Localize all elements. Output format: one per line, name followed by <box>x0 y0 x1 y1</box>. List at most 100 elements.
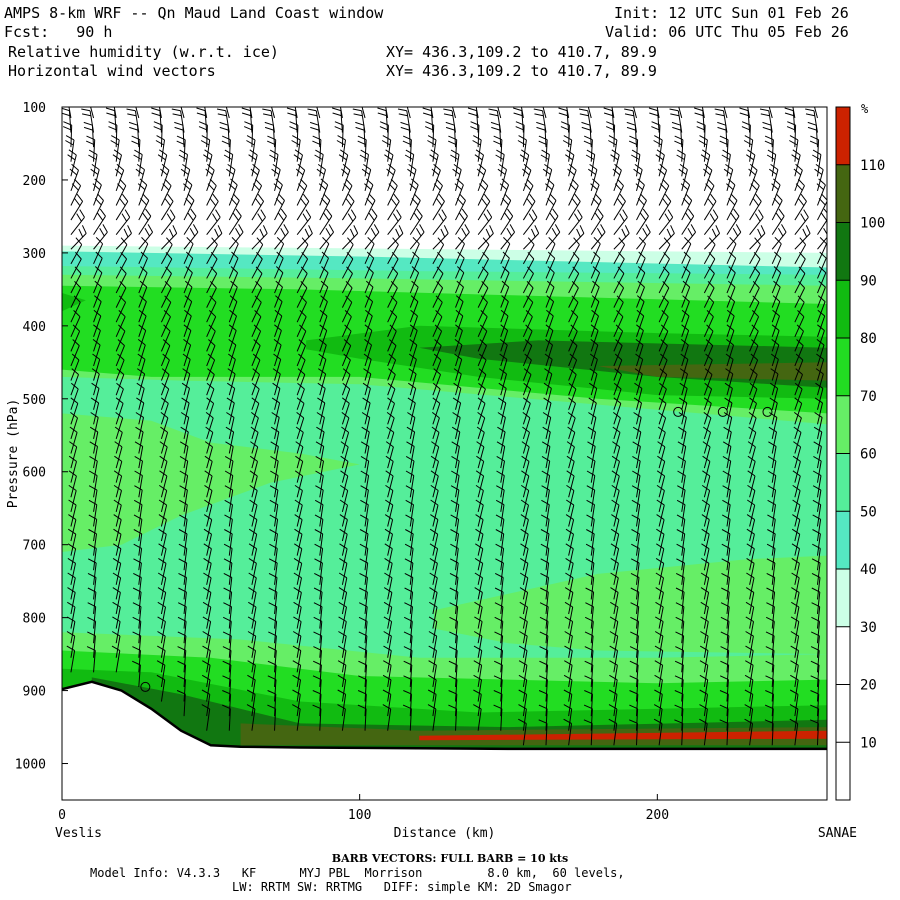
wind-barb <box>87 587 97 615</box>
wind-barb <box>770 368 779 396</box>
colorbar-label: 70 <box>860 389 877 405</box>
wind-barb <box>636 266 646 294</box>
wind-barb <box>658 382 667 410</box>
wind-barb <box>136 397 145 425</box>
wind-barb <box>228 295 238 323</box>
wind-barb <box>494 646 503 673</box>
wind-barb <box>364 193 376 221</box>
wind-barb <box>749 209 764 235</box>
wind-barb <box>632 470 641 498</box>
wind-barb <box>112 587 121 615</box>
wind-barb <box>274 208 287 235</box>
wind-barb <box>794 382 803 410</box>
wind-barb <box>114 441 123 469</box>
wind-barb <box>361 426 370 454</box>
wind-barb <box>657 426 666 454</box>
wind-barb <box>635 353 644 381</box>
wind-barb <box>132 631 142 658</box>
wind-barb <box>430 499 439 527</box>
wind-barb <box>568 368 577 396</box>
wind-barb <box>522 193 536 221</box>
wind-barb <box>519 616 528 644</box>
wind-barb <box>473 704 482 731</box>
wind-barb <box>134 455 143 483</box>
wind-barb <box>726 193 738 221</box>
wind-barb <box>540 529 550 556</box>
wind-barb <box>678 426 687 454</box>
wind-barb <box>611 499 620 527</box>
wind-barb <box>538 675 548 702</box>
wind-barb <box>496 485 505 512</box>
wind-barb <box>430 484 439 512</box>
wind-barb <box>247 660 256 688</box>
wind-barb <box>87 602 97 629</box>
wind-barb <box>566 484 575 512</box>
wind-barb <box>88 485 98 512</box>
wind-barb <box>793 441 802 469</box>
wind-barb <box>267 704 277 731</box>
wind-barb <box>791 528 801 556</box>
wind-barb <box>726 280 736 308</box>
wind-barb <box>657 163 668 192</box>
wind-barb <box>496 470 505 498</box>
wind-barb <box>405 514 414 542</box>
wind-barb <box>771 324 780 352</box>
wind-barb <box>449 587 459 615</box>
wind-barb <box>249 470 258 498</box>
x-tick-label: 100 <box>348 808 371 823</box>
wind-barb <box>794 209 809 235</box>
wind-barb <box>636 324 644 352</box>
wind-barb <box>490 121 502 148</box>
wind-barb <box>341 163 351 192</box>
wind-barb <box>405 470 415 498</box>
wind-barb <box>340 455 349 483</box>
wind-barb <box>341 353 351 381</box>
wind-barb <box>542 426 551 454</box>
wind-barb <box>312 704 322 731</box>
plot-frame <box>61 106 828 801</box>
wind-barb <box>584 616 594 644</box>
colorbar-label: 10 <box>860 735 877 751</box>
wind-barb <box>725 368 734 396</box>
wind-barb <box>610 543 620 571</box>
wind-barb <box>248 601 257 629</box>
wind-barb <box>157 616 166 644</box>
wind-barb <box>584 675 594 702</box>
wind-barb <box>269 529 278 556</box>
wind-barb <box>250 412 259 440</box>
wind-barb <box>313 646 322 673</box>
wind-barb <box>160 368 170 396</box>
wind-barb <box>224 514 233 542</box>
field-label-rh: Relative humidity (w.r.t. ice) <box>8 43 279 61</box>
wind-barb <box>384 572 393 600</box>
wind-barb <box>400 121 411 148</box>
wind-barb <box>313 587 323 615</box>
wind-barb <box>766 149 777 177</box>
wind-barb <box>316 412 325 440</box>
wind-barb <box>655 601 664 629</box>
wind-barb <box>541 499 550 527</box>
wind-barb <box>428 674 437 702</box>
wind-barb <box>632 426 642 454</box>
wind-barb <box>315 441 325 469</box>
wind-barb <box>584 631 594 658</box>
wind-barb <box>133 543 143 571</box>
wind-barb <box>500 224 516 250</box>
wind-barb <box>500 266 510 294</box>
wind-barb <box>765 690 774 717</box>
wind-barb <box>567 426 576 454</box>
wind-barb <box>200 135 211 162</box>
wind-barb <box>494 616 504 644</box>
y-tick-label: 700 <box>23 539 46 554</box>
wind-barb <box>432 209 447 235</box>
colorbar-label: 30 <box>860 620 877 636</box>
wind-barb <box>476 441 485 469</box>
wind-barb <box>402 704 412 731</box>
wind-barb <box>590 266 601 294</box>
wind-barb <box>632 441 641 469</box>
wind-barb <box>383 587 393 615</box>
wind-barb <box>745 601 755 629</box>
wind-barb <box>455 266 465 294</box>
wind-barb <box>657 455 666 483</box>
